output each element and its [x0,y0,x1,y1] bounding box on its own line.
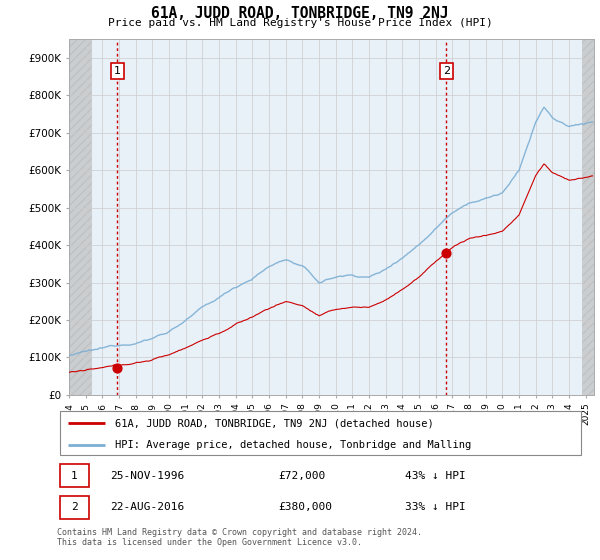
Text: £72,000: £72,000 [279,471,326,480]
Text: 25-NOV-1996: 25-NOV-1996 [110,471,184,480]
Text: 43% ↓ HPI: 43% ↓ HPI [406,471,466,480]
FancyBboxPatch shape [59,412,581,455]
Point [113,363,122,372]
Bar [69,39,91,395]
Text: 2: 2 [443,66,450,76]
Text: 61A, JUDD ROAD, TONBRIDGE, TN9 2NJ (detached house): 61A, JUDD ROAD, TONBRIDGE, TN9 2NJ (deta… [115,418,434,428]
Text: 1: 1 [114,66,121,76]
Bar [583,39,594,395]
FancyBboxPatch shape [59,464,89,487]
Text: 61A, JUDD ROAD, TONBRIDGE, TN9 2NJ: 61A, JUDD ROAD, TONBRIDGE, TN9 2NJ [151,6,449,21]
Text: 2: 2 [71,502,77,512]
Text: 33% ↓ HPI: 33% ↓ HPI [406,502,466,512]
Text: Price paid vs. HM Land Registry's House Price Index (HPI): Price paid vs. HM Land Registry's House … [107,18,493,29]
FancyBboxPatch shape [59,496,89,519]
Text: HPI: Average price, detached house, Tonbridge and Malling: HPI: Average price, detached house, Tonb… [115,440,472,450]
Text: Contains HM Land Registry data © Crown copyright and database right 2024.
This d: Contains HM Land Registry data © Crown c… [57,528,422,547]
Text: 22-AUG-2016: 22-AUG-2016 [110,502,184,512]
Text: £380,000: £380,000 [279,502,333,512]
Text: 1: 1 [71,471,77,480]
Point [442,248,451,257]
